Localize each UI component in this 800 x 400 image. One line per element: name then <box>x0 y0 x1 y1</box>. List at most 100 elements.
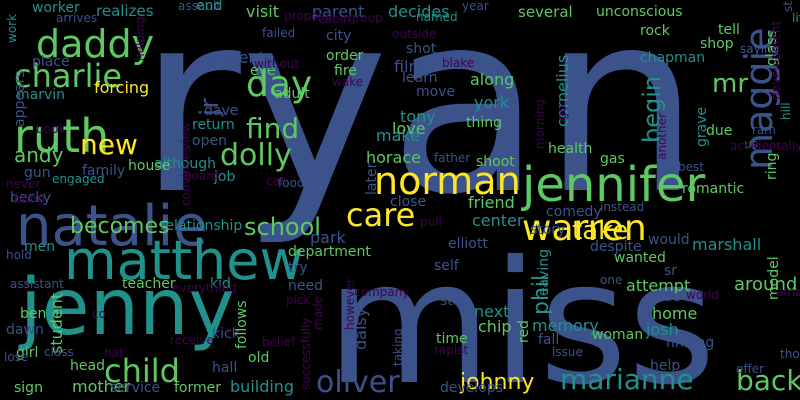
cloud-word-due: due <box>706 123 732 139</box>
cloud-word-sign: sign <box>14 380 43 396</box>
cloud-word-never: never <box>6 177 40 191</box>
cloud-word-begin: begin <box>638 76 666 143</box>
cloud-word-around: around <box>734 274 797 295</box>
cloud-word-shop: shop <box>700 36 734 52</box>
cloud-word-city: city <box>326 28 351 44</box>
cloud-word-pick: pick <box>286 293 311 307</box>
cloud-word-maggie: maggie <box>737 28 781 170</box>
cloud-word-jennifer: jennifer <box>521 157 705 213</box>
cloud-word-friend: friend <box>468 193 515 212</box>
cloud-word-learn: learn <box>402 70 437 86</box>
cloud-word-daddy: daddy <box>36 22 154 66</box>
cloud-word-josh: josh <box>645 320 679 339</box>
cloud-word-return: return <box>192 117 235 133</box>
cloud-word-rapist: rapist <box>434 343 468 357</box>
cloud-word-start: start <box>781 0 795 12</box>
cloud-word-relationship: relationship <box>160 218 242 234</box>
cloud-word-outside: outside <box>392 27 436 41</box>
cloud-word-hat: hat <box>104 346 124 360</box>
cloud-word-old: old <box>248 350 269 366</box>
cloud-word-service: service <box>110 380 160 396</box>
cloud-word-us: us <box>744 137 758 151</box>
cloud-word-fire: fire <box>334 63 357 79</box>
cloud-word-marianne: marianne <box>560 363 694 396</box>
cloud-word-family: family <box>82 163 125 179</box>
cloud-word-gas: gas <box>600 151 625 167</box>
cloud-word-cornelius: cornelius <box>553 55 572 127</box>
cloud-word-without: without <box>254 57 299 71</box>
cloud-word-red: red <box>516 320 532 343</box>
cloud-word-love: love <box>392 119 426 138</box>
cloud-word-forcing: forcing <box>94 78 149 97</box>
cloud-word-house: house <box>128 158 170 174</box>
cloud-word-would: would <box>648 232 690 248</box>
cloud-word-ryan: ryan <box>138 0 700 249</box>
cloud-word-woman: woman <box>592 327 643 343</box>
cloud-word-arrives: arrives <box>56 11 97 25</box>
cloud-word-although: although <box>154 156 216 172</box>
cloud-word-time: time <box>436 331 468 347</box>
cloud-word-year: year <box>462 0 489 13</box>
cloud-word-former: former <box>174 380 221 396</box>
cloud-word-taking: taking <box>391 328 405 366</box>
cloud-word-film: film <box>394 57 424 76</box>
cloud-word-ben: ben <box>20 306 46 322</box>
cloud-word-matthew: matthew <box>64 229 304 292</box>
cloud-word-men: men <box>24 239 55 255</box>
cloud-word-side: side <box>652 289 681 305</box>
cloud-word-gun: gun <box>24 165 51 181</box>
cloud-word-however: however <box>343 278 357 330</box>
cloud-word-follows: follows <box>234 300 250 349</box>
cloud-word-visit: visit <box>246 2 279 21</box>
cloud-word-cabin: cabin <box>318 12 351 26</box>
cloud-word-realizes: realizes <box>96 2 154 20</box>
cloud-word-unconscious: unconscious <box>596 4 683 20</box>
cloud-word-health: health <box>548 141 592 157</box>
cloud-word-mother: mother <box>72 377 131 396</box>
cloud-word-book: book <box>36 122 65 136</box>
cloud-word-development: development <box>769 21 783 100</box>
cloud-word-decides: decides <box>388 2 450 21</box>
cloud-word-one: one <box>600 273 622 287</box>
cloud-word-help: help <box>650 358 680 374</box>
cloud-word-dave: dave <box>204 103 238 119</box>
cloud-word-building: building <box>230 377 294 396</box>
cloud-word-assault: assault <box>178 0 221 13</box>
cloud-word-job: job <box>213 169 235 185</box>
cloud-word-comedy: comedy <box>546 204 602 220</box>
cloud-word-day: day <box>246 64 312 105</box>
cloud-word-view: view <box>179 122 193 150</box>
cloud-word-develops: develops <box>440 380 503 396</box>
cloud-word-head: head <box>70 358 105 374</box>
cloud-word-world: world <box>686 288 719 302</box>
cloud-word-find: find <box>246 112 299 145</box>
cloud-word-school: school <box>244 213 321 241</box>
cloud-word-move: move <box>416 84 455 100</box>
cloud-word-go: go <box>555 105 569 120</box>
cloud-word-glass: glass <box>764 30 780 66</box>
cloud-word-story: story <box>530 222 565 238</box>
cloud-word-rock: rock <box>640 23 671 39</box>
cloud-word-york: york <box>474 93 510 112</box>
cloud-word-mr: mr <box>712 69 748 99</box>
cloud-word-next: next <box>474 302 509 321</box>
cloud-word-johnny: johnny <box>459 370 534 395</box>
cloud-word-receive: receive <box>170 333 214 347</box>
cloud-word-issue: issue <box>552 345 583 359</box>
cloud-word-company: company <box>354 285 409 299</box>
cloud-word-leaving: leaving <box>536 249 552 300</box>
cloud-word-marshall: marshall <box>692 235 761 254</box>
cloud-word-back: back <box>736 364 800 397</box>
cloud-word-take: take <box>572 216 628 246</box>
cloud-word-morning: morning <box>533 99 547 149</box>
cloud-word-wanted: wanted <box>614 250 666 266</box>
cloud-word-class: class <box>44 345 74 359</box>
cloud-word-stop: stop <box>440 293 470 309</box>
cloud-word-kid: kid <box>210 276 231 292</box>
cloud-word-adult: adult <box>274 86 310 102</box>
cloud-word-attempt: attempt <box>626 276 690 295</box>
cloud-word-ring: ring <box>764 153 780 180</box>
cloud-word-hall: hall <box>212 360 237 376</box>
cloud-word-work: work <box>5 14 19 43</box>
